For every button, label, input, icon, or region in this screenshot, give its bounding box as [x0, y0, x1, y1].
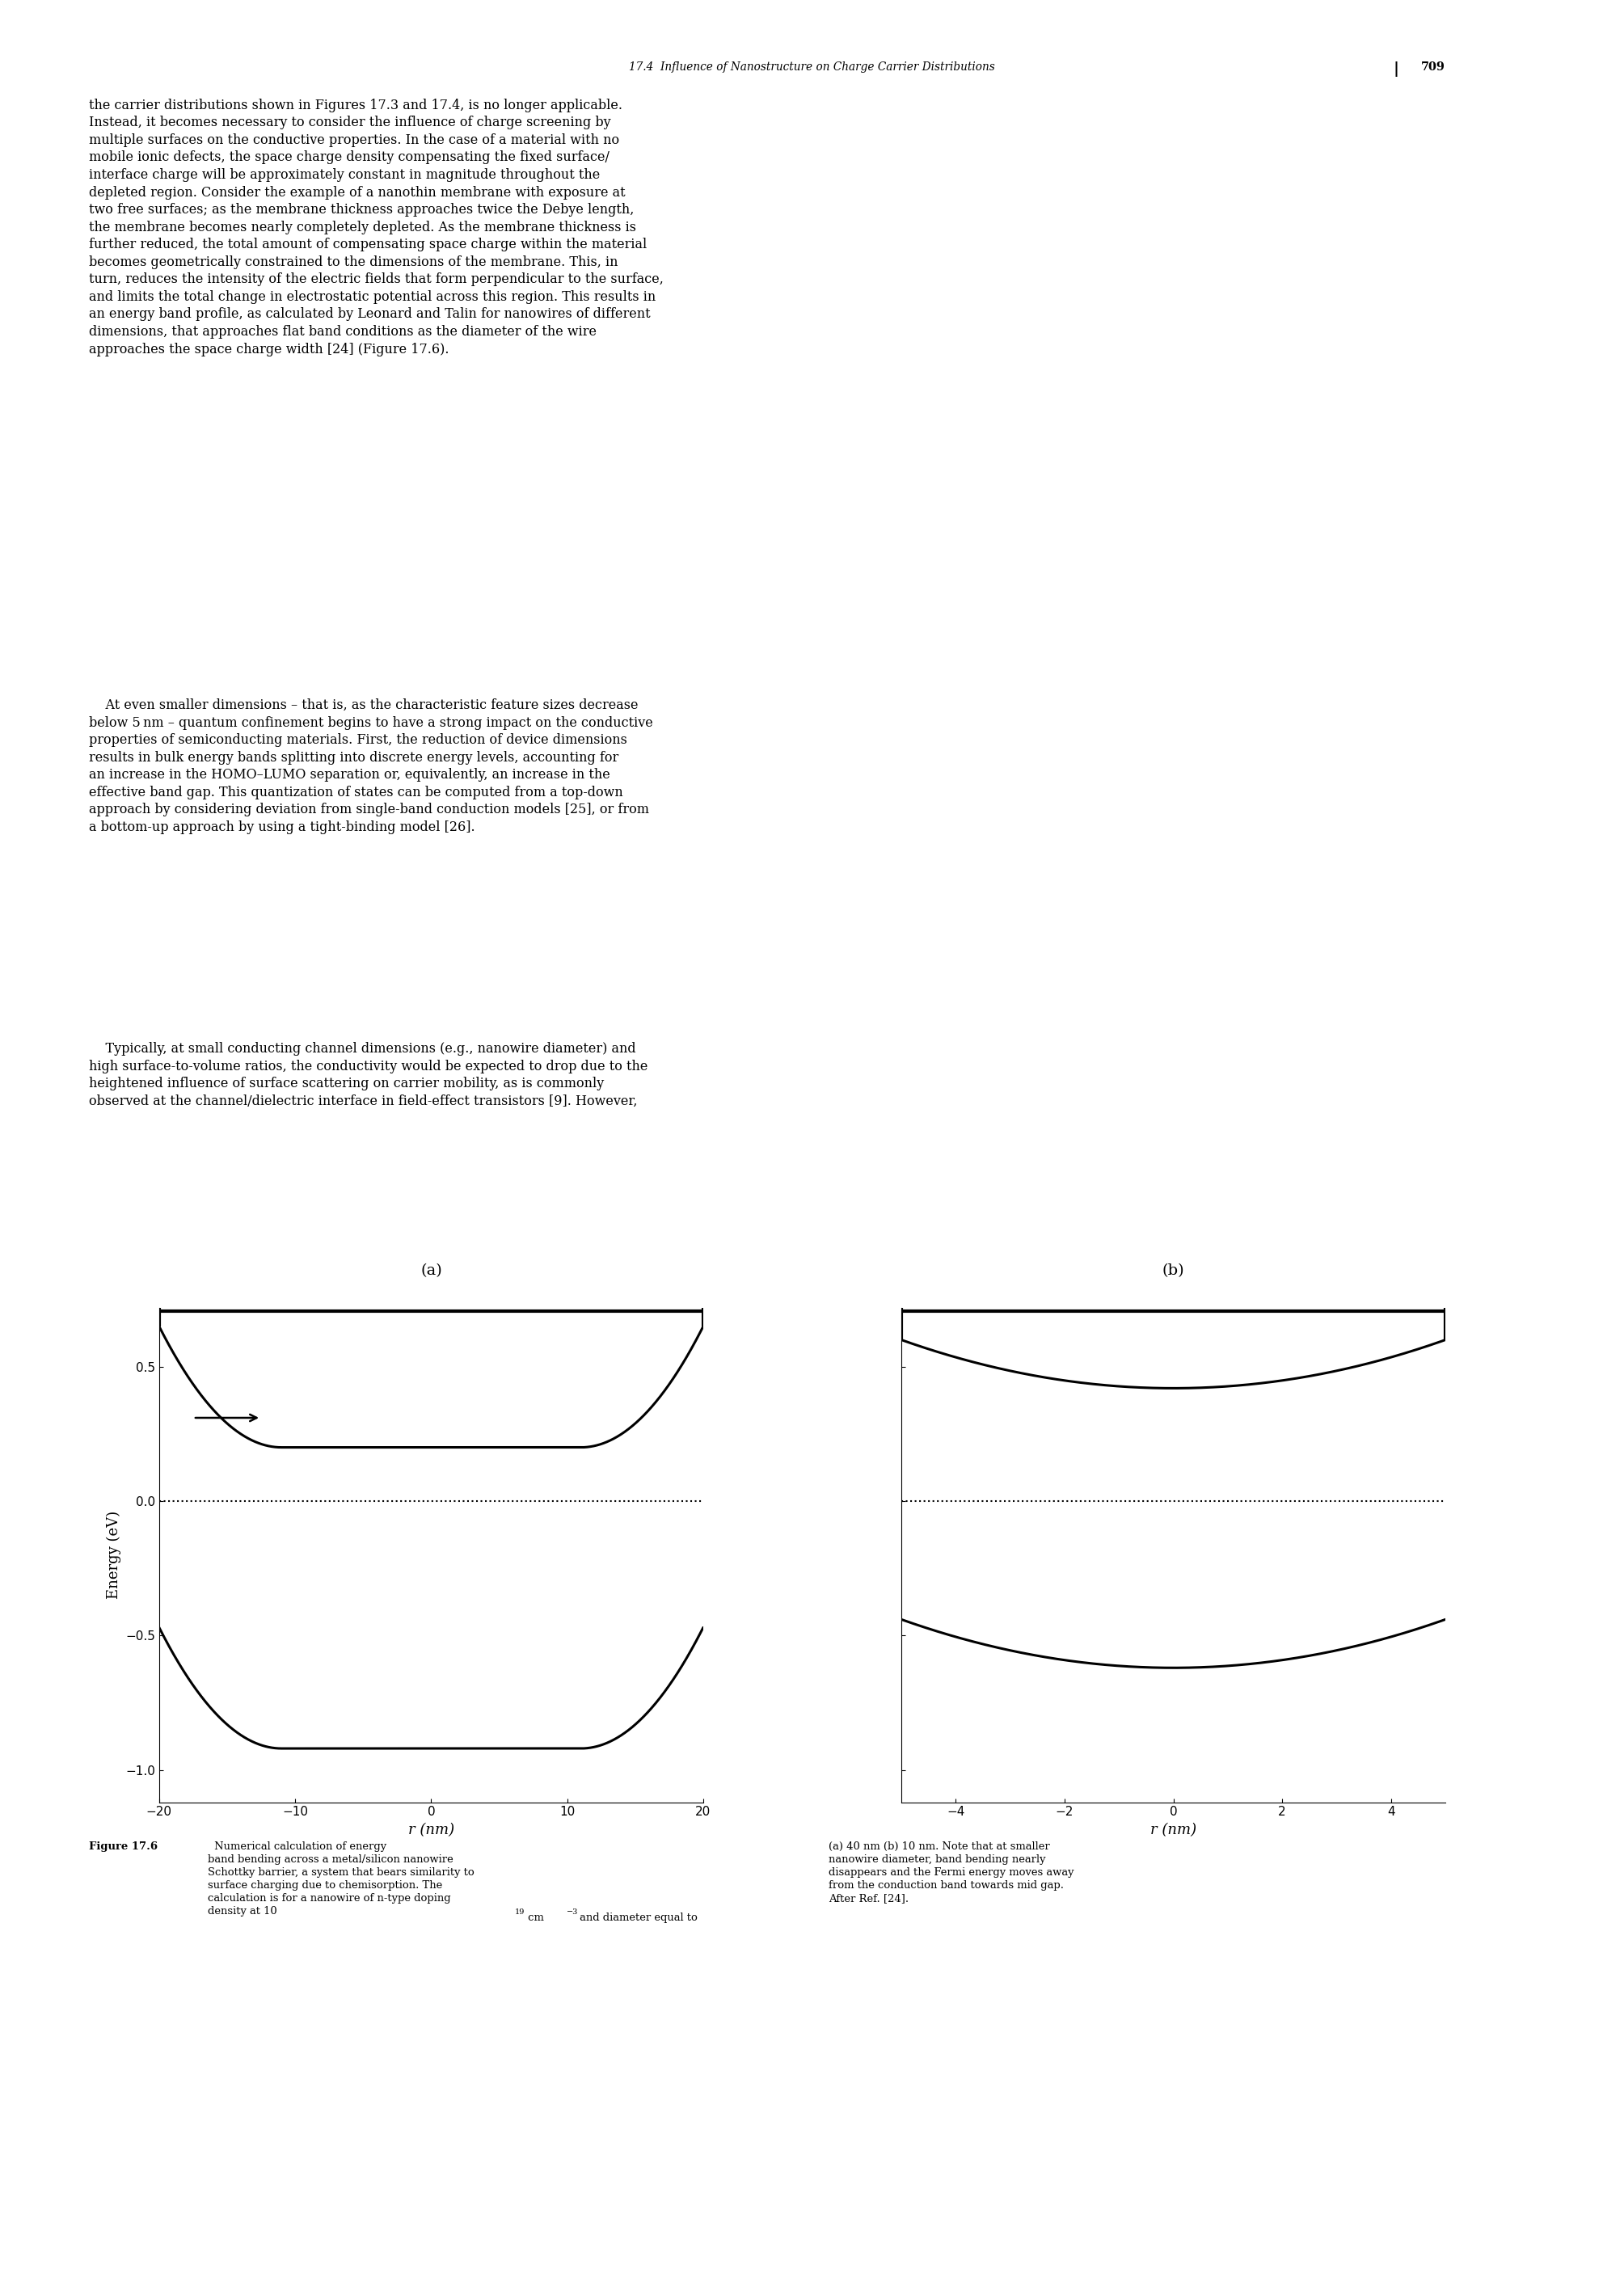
- Text: Figure 17.6: Figure 17.6: [89, 1841, 158, 1853]
- Text: At even smaller dimensions – that is, as the characteristic feature sizes decrea: At even smaller dimensions – that is, as…: [89, 698, 653, 834]
- Text: −3: −3: [567, 1910, 578, 1917]
- Y-axis label: Energy (eV): Energy (eV): [106, 1511, 120, 1598]
- X-axis label: r (nm): r (nm): [408, 1823, 455, 1837]
- Text: the carrier distributions shown in Figures 17.3 and 17.4, is no longer applicabl: the carrier distributions shown in Figur…: [89, 98, 664, 355]
- Text: (a) 40 nm (b) 10 nm. Note that at smaller
nanowire diameter, band bending nearly: (a) 40 nm (b) 10 nm. Note that at smalle…: [828, 1841, 1073, 1903]
- Text: |: |: [1393, 62, 1398, 78]
- Text: Numerical calculation of energy
band bending across a metal/silicon nanowire
Sch: Numerical calculation of energy band ben…: [208, 1841, 474, 1917]
- Text: 709: 709: [1421, 62, 1445, 73]
- Text: Typically, at small conducting channel dimensions (e.g., nanowire diameter) and
: Typically, at small conducting channel d…: [89, 1042, 648, 1108]
- Text: (b): (b): [1163, 1264, 1184, 1278]
- Text: and diameter equal to: and diameter equal to: [577, 1912, 698, 1924]
- X-axis label: r (nm): r (nm): [1150, 1823, 1197, 1837]
- Text: 17.4  Influence of Nanostructure on Charge Carrier Distributions: 17.4 Influence of Nanostructure on Charg…: [628, 62, 996, 73]
- Text: (a): (a): [421, 1264, 442, 1278]
- Text: 19: 19: [515, 1910, 525, 1917]
- Text: cm: cm: [525, 1912, 544, 1924]
